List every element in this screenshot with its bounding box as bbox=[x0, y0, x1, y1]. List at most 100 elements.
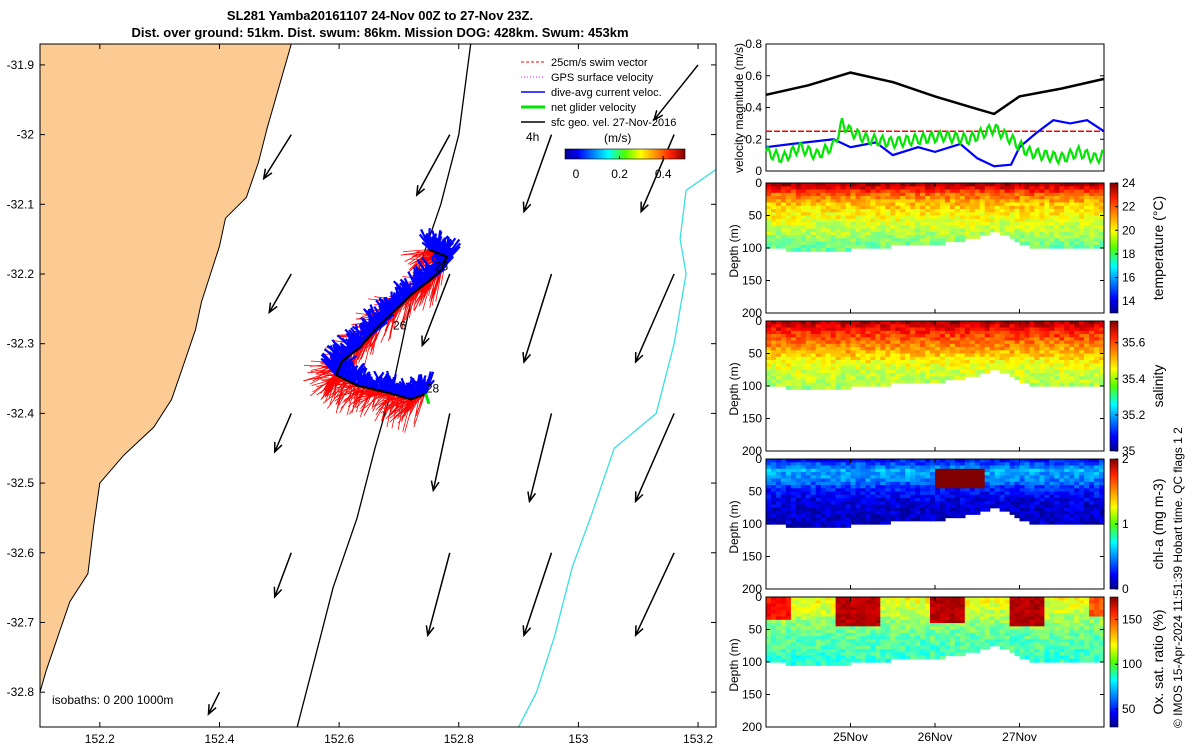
section-cell bbox=[825, 462, 832, 467]
section-cell bbox=[845, 462, 852, 467]
section-cell bbox=[885, 199, 891, 204]
section-cell bbox=[1094, 212, 1100, 217]
section-cell bbox=[915, 334, 921, 338]
section-cell bbox=[870, 238, 876, 243]
section-cell bbox=[994, 228, 1001, 233]
section-cell bbox=[949, 321, 956, 325]
geo-arrow-head bbox=[640, 201, 649, 214]
section-cell bbox=[930, 488, 936, 493]
section-cell bbox=[915, 363, 921, 368]
section-cell bbox=[1009, 225, 1016, 230]
section-cell bbox=[940, 330, 946, 335]
section-cell bbox=[1024, 189, 1031, 194]
section-cell bbox=[875, 485, 881, 489]
section-cell bbox=[880, 225, 886, 230]
section-cell bbox=[1049, 231, 1055, 236]
section-cell bbox=[1039, 186, 1045, 191]
section-cell bbox=[935, 231, 941, 236]
section-cell bbox=[1009, 373, 1016, 377]
section-cell bbox=[940, 373, 946, 377]
section-cell bbox=[1094, 231, 1100, 236]
section-cell bbox=[969, 225, 976, 230]
section-cell bbox=[1084, 347, 1090, 351]
section-cell bbox=[1074, 379, 1080, 384]
section-cell bbox=[815, 196, 822, 200]
section-cell bbox=[974, 324, 981, 329]
section-cell bbox=[840, 350, 847, 355]
section-cell bbox=[910, 241, 916, 246]
section-cell bbox=[1084, 225, 1090, 230]
section-cell bbox=[766, 379, 772, 384]
section-cell bbox=[840, 199, 847, 204]
section-cell bbox=[895, 228, 901, 233]
section-cell bbox=[775, 215, 782, 220]
section-cell bbox=[969, 504, 976, 509]
swim-vector bbox=[378, 394, 395, 408]
section-cell bbox=[984, 363, 991, 368]
section-cell bbox=[910, 330, 916, 335]
section-cell bbox=[910, 494, 916, 499]
section-cell bbox=[885, 379, 891, 384]
section-cell bbox=[1059, 353, 1065, 358]
section-cell bbox=[875, 337, 881, 342]
section-cell bbox=[825, 235, 832, 239]
section-cell bbox=[920, 202, 926, 207]
section-cell bbox=[766, 183, 772, 187]
section-cell bbox=[925, 517, 931, 522]
section-cell bbox=[885, 343, 891, 348]
section-cell bbox=[865, 465, 871, 470]
section-cell bbox=[880, 353, 886, 358]
section-cell bbox=[1039, 379, 1045, 384]
section-cell bbox=[935, 340, 941, 345]
section-cell bbox=[979, 334, 986, 338]
section-cell bbox=[1014, 183, 1021, 187]
section-cell bbox=[959, 330, 966, 335]
section-cell bbox=[1094, 209, 1100, 213]
section-cell bbox=[780, 209, 787, 213]
section-cell bbox=[845, 192, 852, 197]
section-cell bbox=[1019, 215, 1026, 220]
section-cell bbox=[1009, 183, 1016, 187]
section-cell bbox=[949, 373, 956, 377]
section-cell bbox=[910, 468, 916, 473]
section-cell bbox=[1009, 504, 1016, 509]
section-cell bbox=[815, 373, 822, 377]
section-cell bbox=[940, 238, 946, 243]
section-cell bbox=[815, 514, 822, 519]
section-cell bbox=[969, 373, 976, 377]
section-cell bbox=[830, 363, 837, 368]
section-cell bbox=[860, 366, 866, 371]
section-cell bbox=[800, 321, 807, 325]
section-cell bbox=[850, 238, 857, 243]
section-cell bbox=[1034, 244, 1040, 249]
section-cell bbox=[805, 218, 812, 223]
section-cell bbox=[840, 501, 847, 506]
section-cell bbox=[880, 215, 886, 220]
section-cell bbox=[850, 494, 857, 499]
section-cell bbox=[1054, 186, 1060, 191]
section-cell bbox=[825, 324, 832, 329]
section-cell bbox=[1029, 244, 1035, 249]
section-cell bbox=[840, 231, 847, 236]
section-cell bbox=[890, 196, 896, 200]
section-cell bbox=[795, 459, 802, 463]
section-cell bbox=[999, 472, 1006, 476]
section-cell bbox=[949, 511, 956, 515]
section-cell bbox=[1084, 356, 1090, 361]
section-cell bbox=[890, 507, 896, 512]
section-cell bbox=[870, 353, 876, 358]
section-cell bbox=[850, 488, 857, 493]
section-cell bbox=[815, 189, 822, 194]
section-cell bbox=[1014, 209, 1021, 213]
section-cell bbox=[830, 485, 837, 489]
section-cell bbox=[840, 337, 847, 342]
section-cell bbox=[1014, 337, 1021, 342]
section-cell bbox=[959, 369, 966, 374]
section-cell bbox=[790, 189, 797, 194]
section-cell bbox=[940, 196, 946, 200]
section-cell bbox=[1054, 231, 1060, 236]
section-cell bbox=[969, 330, 976, 335]
section-cell bbox=[1094, 327, 1100, 332]
section-cell bbox=[984, 228, 991, 233]
section-cell bbox=[895, 350, 901, 355]
